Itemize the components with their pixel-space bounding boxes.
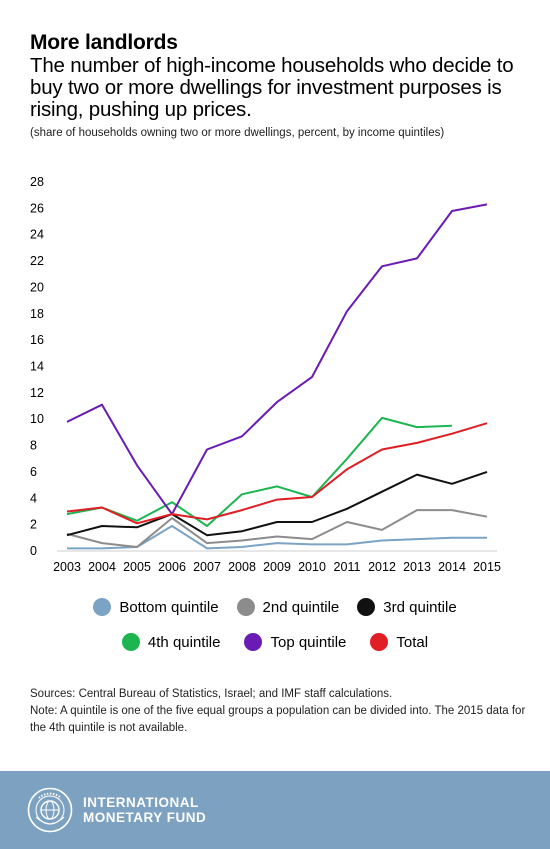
series-lines bbox=[66, 203, 488, 550]
series-line-top-quintile bbox=[66, 203, 488, 516]
legend-marker-icon bbox=[93, 598, 112, 616]
chart-subtitle: The number of high-income households who… bbox=[30, 54, 514, 121]
y-tick-label: 28 bbox=[30, 175, 44, 189]
footnotes: Sources: Central Bureau of Statistics, I… bbox=[30, 686, 530, 737]
legend-marker-icon bbox=[357, 598, 376, 616]
series-line-2nd-quintile bbox=[66, 509, 488, 548]
x-tick-label: 2010 bbox=[298, 560, 326, 574]
org-name-line-2: MONETARY FUND bbox=[83, 810, 207, 825]
chart-title: More landlords bbox=[30, 31, 178, 54]
legend-item-bottom-quintile[interactable]: Bottom quintile bbox=[93, 598, 219, 616]
x-tick-label: 2003 bbox=[53, 560, 81, 574]
legend-item-top-quintile[interactable]: Top quintile bbox=[244, 633, 346, 651]
x-tick-label: 2009 bbox=[263, 560, 291, 574]
y-tick-label: 18 bbox=[30, 307, 44, 321]
legend-row-1: Bottom quintile 2nd quintile 3rd quintil… bbox=[0, 598, 550, 616]
legend-marker-icon bbox=[370, 633, 389, 651]
x-tick-label: 2014 bbox=[438, 560, 466, 574]
y-tick-label: 0 bbox=[30, 544, 37, 558]
x-tick-label: 2006 bbox=[158, 560, 186, 574]
legend-label: Bottom quintile bbox=[119, 598, 219, 616]
imf-seal-icon bbox=[27, 787, 73, 833]
y-tick-label: 10 bbox=[30, 412, 44, 426]
org-name: INTERNATIONAL MONETARY FUND bbox=[83, 795, 206, 825]
y-tick-label: 14 bbox=[30, 360, 44, 374]
y-tick-label: 26 bbox=[30, 201, 44, 215]
y-tick-label: 22 bbox=[30, 254, 44, 268]
note-text: Note: A quintile is one of the five equa… bbox=[30, 705, 526, 734]
x-tick-label: 2005 bbox=[123, 560, 151, 574]
legend-label: Total bbox=[396, 633, 429, 651]
x-tick-label: 2011 bbox=[334, 560, 361, 574]
legend-item-2nd-quintile[interactable]: 2nd quintile bbox=[236, 598, 340, 616]
legend-label: 3rd quintile bbox=[383, 598, 457, 616]
y-tick-label: 20 bbox=[30, 280, 44, 294]
series-line-4th-quintile bbox=[66, 416, 453, 527]
x-tick-label: 2013 bbox=[403, 560, 431, 574]
legend-item-total[interactable]: Total bbox=[370, 633, 428, 651]
x-tick-label: 2015 bbox=[473, 560, 501, 574]
series-line-3rd-quintile bbox=[66, 470, 488, 537]
x-axis-ticks: 2003 2004 2005 2006 2007 2008 2009 2010 2011 2012… bbox=[53, 560, 501, 574]
y-tick-label: 8 bbox=[30, 439, 37, 453]
y-tick-label: 6 bbox=[30, 465, 37, 479]
legend-label: 2nd quintile bbox=[262, 598, 340, 616]
series-line-total bbox=[66, 422, 488, 525]
legend-row-2: 4th quintile Top quintile Total bbox=[0, 633, 550, 651]
legend-marker-icon bbox=[121, 633, 140, 651]
footer-banner: INTERNATIONAL MONETARY FUND bbox=[0, 771, 550, 849]
x-tick-label: 2004 bbox=[88, 560, 116, 574]
legend-marker-icon bbox=[236, 598, 255, 616]
y-tick-label: 12 bbox=[30, 386, 44, 400]
legend-label: 4th quintile bbox=[147, 633, 221, 651]
x-tick-label: 2012 bbox=[368, 560, 396, 574]
unit-note: (share of households owning two or more … bbox=[30, 127, 445, 139]
y-tick-label: 4 bbox=[30, 491, 37, 505]
y-tick-label: 16 bbox=[30, 333, 44, 347]
legend-label: Top quintile bbox=[270, 633, 347, 651]
x-tick-label: 2008 bbox=[228, 560, 256, 574]
legend-item-4th-quintile[interactable]: 4th quintile bbox=[121, 633, 221, 651]
org-name-line-1: INTERNATIONAL bbox=[83, 795, 199, 810]
legend-item-3rd-quintile[interactable]: 3rd quintile bbox=[357, 598, 457, 616]
sources-text: Sources: Central Bureau of Statistics, I… bbox=[30, 688, 393, 700]
legend-marker-icon bbox=[244, 633, 263, 651]
y-tick-label: 24 bbox=[30, 228, 44, 242]
x-tick-label: 2007 bbox=[193, 560, 221, 574]
y-tick-label: 2 bbox=[30, 518, 37, 532]
